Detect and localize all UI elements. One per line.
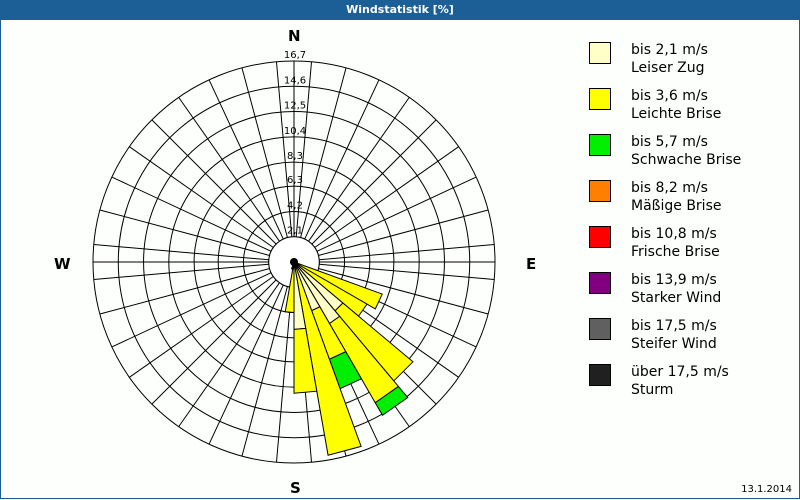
legend-swatch (589, 42, 611, 64)
compass-west-label: W (54, 255, 71, 273)
legend-range: bis 3,6 m/s (631, 88, 708, 104)
legend-range: bis 5,7 m/s (631, 134, 708, 150)
wind-petals (284, 258, 414, 456)
legend-swatch (589, 364, 611, 386)
ring-label: 12,5 (284, 101, 306, 112)
legend-range: bis 17,5 m/s (631, 318, 717, 334)
legend-range: bis 10,8 m/s (631, 226, 717, 242)
legend-range: bis 8,2 m/s (631, 180, 708, 196)
legend-swatch (589, 180, 611, 202)
legend-label: Mäßige Brise (631, 198, 722, 214)
date-stamp: 13.1.2014 (741, 484, 792, 495)
legend-range: über 17,5 m/s (631, 364, 729, 380)
ring-labels: 2,1 4,2 6,3 8,3 10,4 12,5 14,6 16,7 (284, 50, 306, 237)
legend-range: bis 2,1 m/s (631, 42, 708, 58)
compass-south-label: S (290, 479, 301, 497)
ring-label: 16,7 (284, 50, 306, 61)
wind-petal-segment (293, 327, 318, 394)
ring-label: 10,4 (284, 126, 306, 137)
legend-label: Frische Brise (631, 244, 720, 260)
ring-label: 14,6 (284, 75, 306, 86)
legend-label: Schwache Brise (631, 152, 742, 168)
legend-swatch (589, 272, 611, 294)
legend-label: Starker Wind (631, 290, 722, 306)
legend-swatch (589, 226, 611, 248)
wind-petal-segment (374, 385, 409, 416)
ring-label: 4,2 (287, 200, 303, 211)
legend-label: Leichte Brise (631, 106, 722, 122)
legend-label: Steifer Wind (631, 336, 717, 352)
legend-swatch (589, 88, 611, 110)
ring-label: 8,3 (287, 151, 303, 162)
legend-range: bis 13,9 m/s (631, 272, 717, 288)
legend-swatch (589, 134, 611, 156)
ring-label: 2,1 (287, 226, 303, 237)
wind-petal-segment (284, 261, 295, 314)
legend-label: Leiser Zug (631, 60, 705, 76)
legend-swatch (589, 318, 611, 340)
legend-label: Sturm (631, 382, 674, 398)
ring-label: 6,3 (287, 175, 303, 186)
chart-title: Windstatistik [%] (0, 0, 800, 20)
chart-frame (0, 20, 800, 499)
compass-north-label: N (288, 27, 301, 45)
compass-east-label: E (526, 255, 537, 273)
